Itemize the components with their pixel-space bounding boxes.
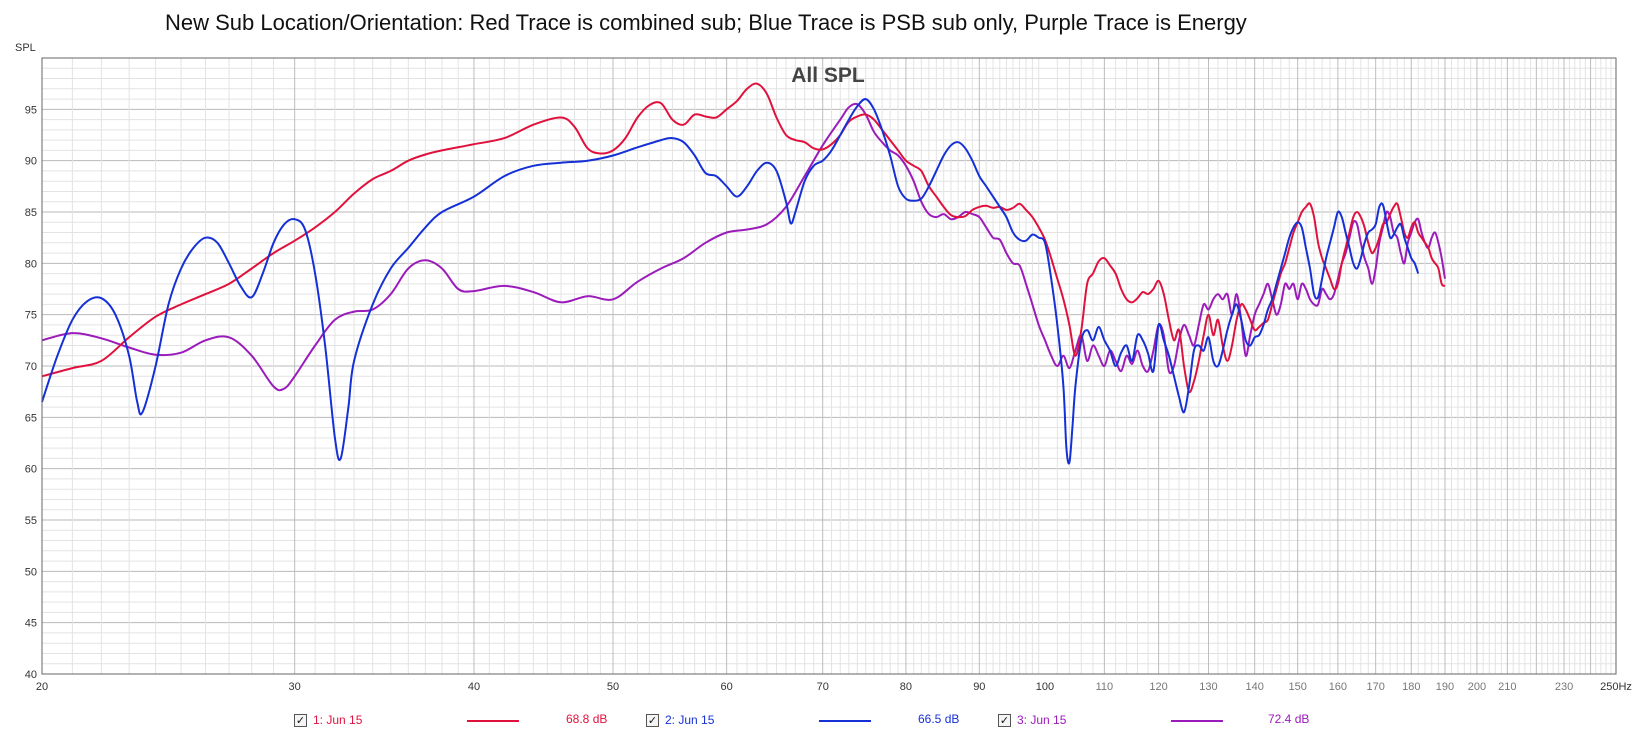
x-tick-label: 130 bbox=[1199, 681, 1217, 693]
legend-swatch-3 bbox=[1171, 720, 1223, 722]
y-tick-label: 60 bbox=[25, 464, 37, 476]
y-tick-label: 70 bbox=[25, 361, 37, 373]
grid bbox=[42, 58, 1616, 674]
x-tick-label: 30 bbox=[289, 681, 301, 693]
x-tick-label: 40 bbox=[468, 681, 480, 693]
x-tick-label: 140 bbox=[1245, 681, 1263, 693]
y-tick-label: 90 bbox=[25, 156, 37, 168]
y-axis-label: SPL bbox=[15, 42, 36, 54]
y-tick-label: 50 bbox=[25, 566, 37, 578]
legend-item-2[interactable]: ✓ 2: Jun 15 bbox=[646, 711, 714, 729]
y-tick-label: 80 bbox=[25, 258, 37, 270]
x-tick-label: 250Hz bbox=[1600, 681, 1632, 693]
y-tick-label: 75 bbox=[25, 310, 37, 322]
y-tick-label: 40 bbox=[25, 669, 37, 681]
series-line-1 bbox=[41, 82, 1446, 394]
checkbox-2[interactable]: ✓ bbox=[646, 713, 659, 727]
x-tick-label: 100 bbox=[1036, 681, 1054, 693]
x-tick-label: 170 bbox=[1366, 681, 1384, 693]
x-tick-label: 50 bbox=[607, 681, 619, 693]
x-tick-label: 90 bbox=[973, 681, 985, 693]
x-tick-label: 160 bbox=[1329, 681, 1347, 693]
legend-item-1[interactable]: ✓ 1: Jun 15 bbox=[294, 711, 362, 729]
y-tick-label: 55 bbox=[25, 515, 37, 527]
legend-swatch-2 bbox=[819, 720, 871, 722]
legend-item-3[interactable]: ✓ 3: Jun 15 bbox=[998, 711, 1066, 729]
x-tick-label: 200 bbox=[1468, 681, 1486, 693]
x-tick-label: 120 bbox=[1149, 681, 1167, 693]
y-tick-labels: 40 45 50 55 60 65 70 75 80 85 90 95 bbox=[25, 104, 37, 681]
x-tick-label: 70 bbox=[817, 681, 829, 693]
x-tick-label: 20 bbox=[36, 681, 48, 693]
x-tick-label: 150 bbox=[1288, 681, 1306, 693]
x-tick-label: 190 bbox=[1436, 681, 1454, 693]
x-tick-label: 180 bbox=[1402, 681, 1420, 693]
legend-value-3: 72.4 dB bbox=[1268, 712, 1310, 726]
legend-value-1: 68.8 dB bbox=[566, 712, 608, 726]
y-tick-label: 65 bbox=[25, 412, 37, 424]
x-tick-label: 80 bbox=[900, 681, 912, 693]
checkbox-3[interactable]: ✓ bbox=[998, 713, 1011, 727]
y-tick-label: 85 bbox=[25, 207, 37, 219]
legend-label-2: 2: Jun 15 bbox=[665, 713, 715, 727]
y-tick-label: 45 bbox=[25, 618, 37, 630]
legend-label-3: 3: Jun 15 bbox=[1017, 713, 1067, 727]
x-tick-label: 210 bbox=[1498, 681, 1516, 693]
legend-value-2: 66.5 dB bbox=[918, 712, 960, 726]
series-line-2 bbox=[41, 98, 1420, 465]
legend-swatch-1 bbox=[467, 720, 519, 722]
series-group bbox=[41, 82, 1446, 465]
x-tick-labels: 20 30 40 50 60 70 80 90 100 110 120 130 140 150 160 170… bbox=[36, 681, 1632, 693]
series-line-3 bbox=[41, 102, 1446, 392]
x-tick-label: 110 bbox=[1096, 681, 1114, 693]
y-tick-label: 95 bbox=[25, 104, 37, 116]
chart-title: All SPL bbox=[791, 64, 865, 87]
checkbox-1[interactable]: ✓ bbox=[294, 713, 307, 727]
x-tick-label: 60 bbox=[721, 681, 733, 693]
legend-label-1: 1: Jun 15 bbox=[313, 713, 363, 727]
plot-frame bbox=[41, 57, 1617, 675]
x-tick-label: 230 bbox=[1555, 681, 1573, 693]
page-title: New Sub Location/Orientation: Red Trace … bbox=[165, 10, 1247, 35]
